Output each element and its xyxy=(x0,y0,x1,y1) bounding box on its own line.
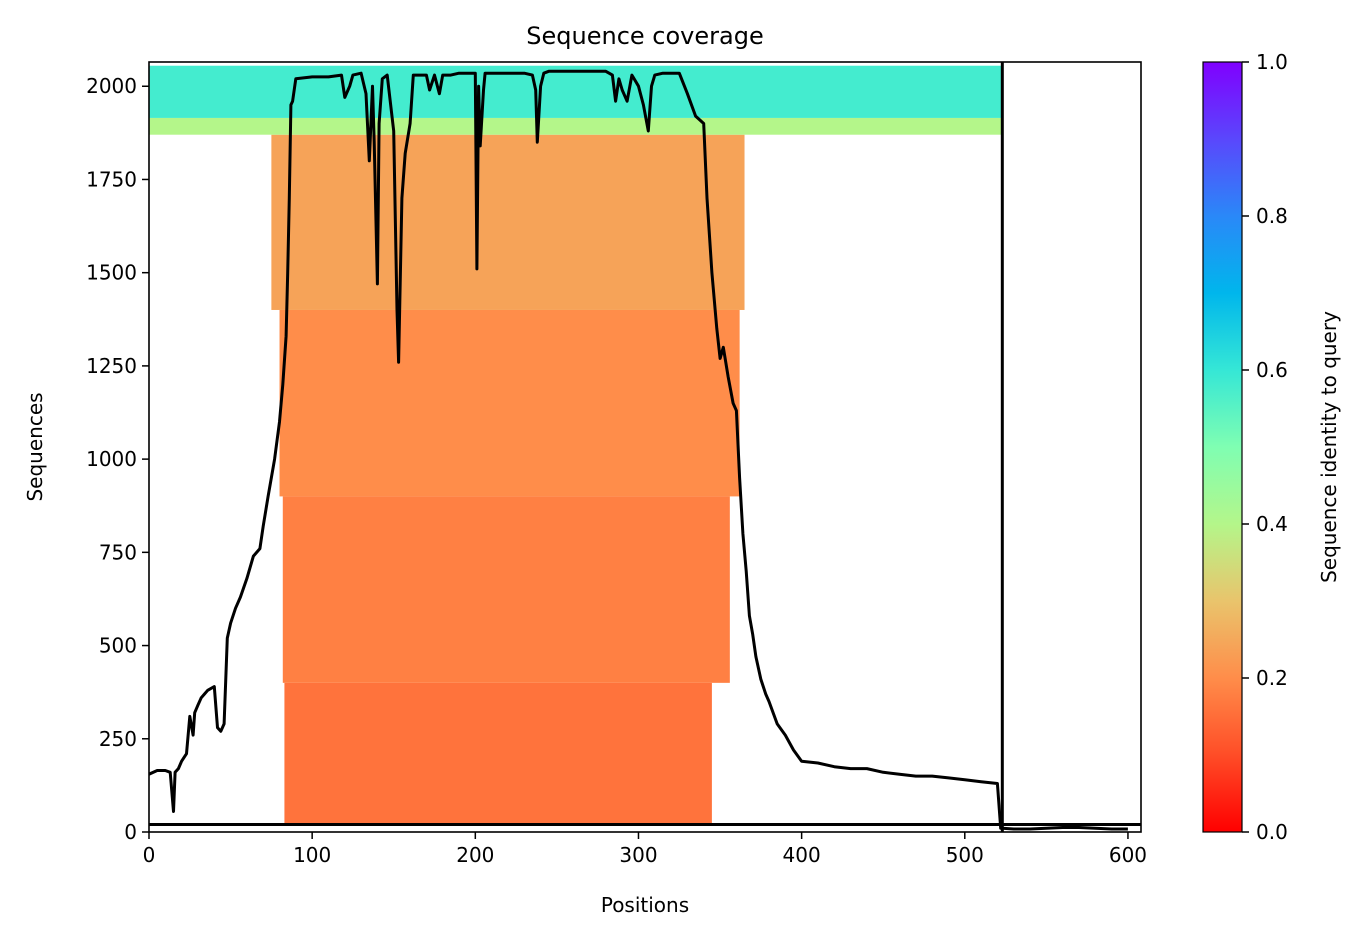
y-tick-label: 250 xyxy=(99,727,137,751)
colorbar-tick-label: 0.6 xyxy=(1256,358,1288,382)
x-axis-label: Positions xyxy=(601,893,689,917)
colorbar-tick-label: 0.0 xyxy=(1256,820,1288,844)
x-tick-label: 600 xyxy=(1109,843,1147,867)
x-tick-label: 100 xyxy=(293,843,331,867)
msa-block-3 xyxy=(271,134,745,310)
plot-frame xyxy=(148,61,1142,833)
y-tick-label: 1750 xyxy=(86,167,137,191)
x-tick-label: 400 xyxy=(783,843,821,867)
x-tick-label: 300 xyxy=(619,843,657,867)
colorbar: 0.0 0.2 0.4 0.6 0.8 1.0 Sequence identity to … xyxy=(1202,50,1341,844)
colorbar-tick-label: 1.0 xyxy=(1256,50,1288,74)
colorbar-ticks: 0.0 0.2 0.4 0.6 0.8 1.0 xyxy=(1242,50,1288,844)
msa-block-2 xyxy=(279,309,740,497)
colorbar-tick-label: 0.2 xyxy=(1256,666,1288,690)
y-tick-label: 0 xyxy=(124,820,137,844)
y-tick-label: 750 xyxy=(99,540,137,564)
msa-block-4 xyxy=(149,117,1003,135)
colorbar-tick-label: 0.8 xyxy=(1256,204,1288,228)
y-tick-label: 500 xyxy=(99,634,137,658)
msa-block-1 xyxy=(282,496,730,683)
y-tick-label: 2000 xyxy=(86,74,137,98)
x-axis: 0 100 200 300 400 500 600 xyxy=(143,832,1147,867)
y-tick-label: 1500 xyxy=(86,261,137,285)
colorbar-label: Sequence identity to query xyxy=(1317,311,1341,583)
msa-block-5 xyxy=(149,65,1003,118)
colorbar-tick-label: 0.4 xyxy=(1256,512,1288,536)
colorbar-gradient xyxy=(1202,61,1243,833)
y-tick-label: 1000 xyxy=(86,447,137,471)
x-tick-label: 200 xyxy=(456,843,494,867)
x-tick-label: 500 xyxy=(946,843,984,867)
coverage-line-layer xyxy=(149,62,1141,832)
coverage-line xyxy=(149,69,1128,831)
chart-title: Sequence coverage xyxy=(526,22,763,50)
y-axis: 0 250 500 750 1000 1250 1500 1750 2000 xyxy=(86,74,149,844)
y-tick-label: 1250 xyxy=(86,354,137,378)
y-axis-label: Sequences xyxy=(23,392,47,501)
x-tick-label: 0 xyxy=(143,843,156,867)
msa-block-0 xyxy=(284,682,712,825)
msa-heatmap xyxy=(149,65,1003,825)
